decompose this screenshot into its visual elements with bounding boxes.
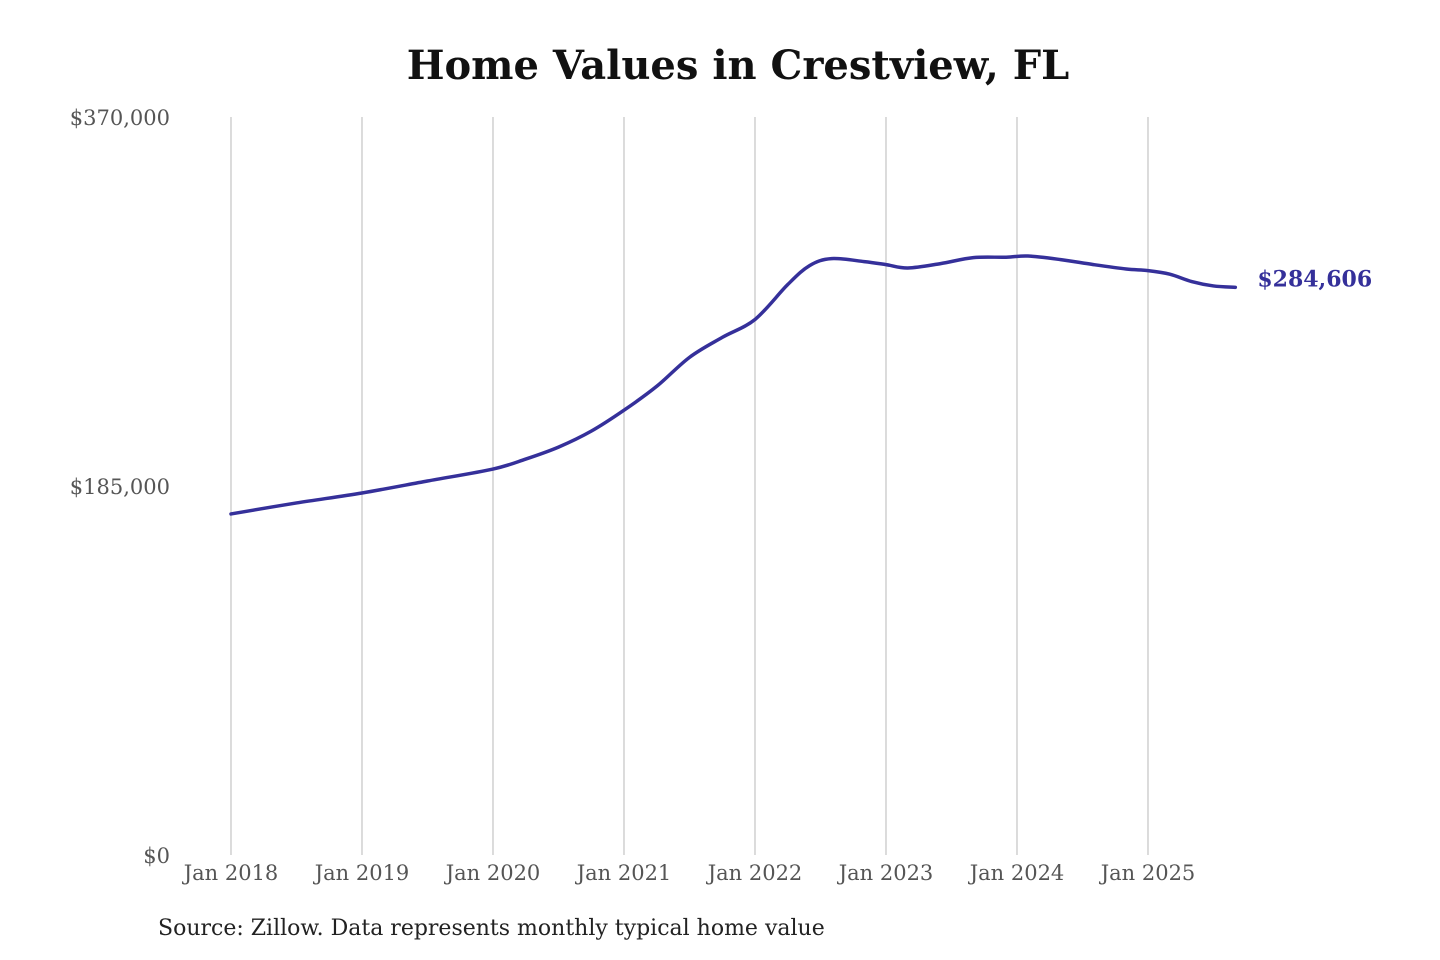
x-tick-label: Jan 2019 [313, 861, 410, 885]
chart-title: Home Values in Crestview, FL [406, 42, 1070, 89]
y-tick-label: $370,000 [70, 106, 170, 130]
end-value-label: $284,606 [1257, 266, 1372, 292]
x-tick-label: Jan 2023 [837, 861, 934, 885]
x-tick-label: Jan 2024 [968, 861, 1065, 885]
y-tick-label: $0 [143, 844, 170, 868]
x-tick-label: Jan 2018 [182, 861, 279, 885]
y-tick-label: $185,000 [70, 475, 170, 499]
x-tick-label: Jan 2025 [1099, 861, 1196, 885]
x-tick-label: Jan 2022 [706, 861, 803, 885]
x-tick-label: Jan 2020 [444, 861, 541, 885]
x-tick-label: Jan 2021 [575, 861, 672, 885]
home-value-line [229, 254, 1238, 516]
source-note: Source: Zillow. Data represents monthly … [158, 916, 825, 941]
